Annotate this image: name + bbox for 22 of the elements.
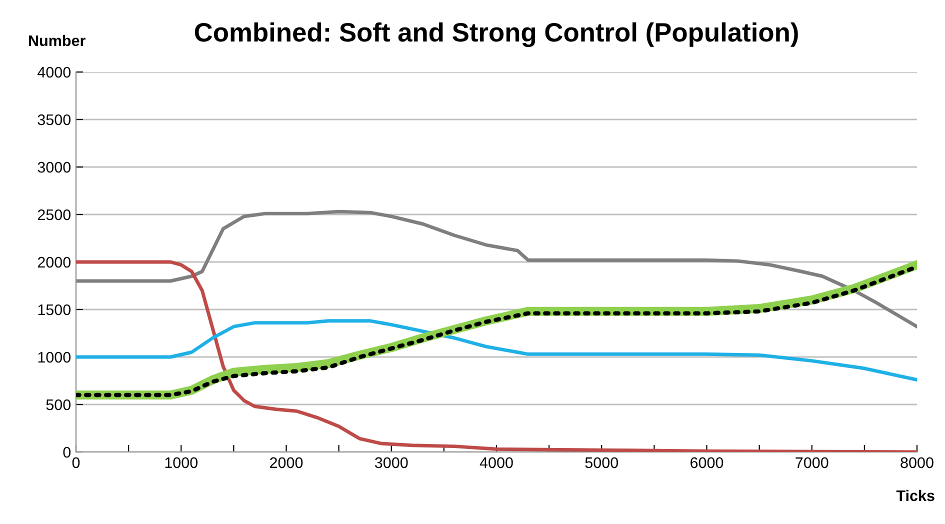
x-tick-label: 2000 (270, 457, 303, 468)
y-tick-label: 500 (46, 399, 71, 410)
y-axis-title: Number (29, 34, 86, 46)
y-tick-label: 4000 (38, 66, 71, 78)
x-tick-label: 6000 (690, 457, 724, 468)
line-series (76, 319, 917, 382)
chart-title: Combined: Soft and Strong Control (Population) (194, 22, 798, 48)
y-tick-label: 2000 (38, 256, 71, 268)
y-tick-label: 3000 (38, 162, 71, 173)
y-tick-label: 1000 (38, 352, 71, 363)
x-tick-label: 8000 (900, 457, 934, 468)
y-tick-label: 2500 (38, 209, 71, 220)
x-axis-title: Ticks (896, 490, 934, 502)
x-tick-label: 4000 (480, 457, 513, 468)
x-tick-label: 7000 (796, 457, 828, 468)
x-tick-label: 3000 (374, 457, 408, 468)
y-tick-label: 1500 (38, 304, 71, 316)
x-tick-label: 5000 (585, 457, 618, 468)
y-tick-label: 0 (63, 446, 71, 458)
y-tick-label: 3500 (38, 114, 71, 126)
x-tick-label: 0 (72, 457, 80, 468)
x-tick-label: 1000 (165, 457, 198, 468)
